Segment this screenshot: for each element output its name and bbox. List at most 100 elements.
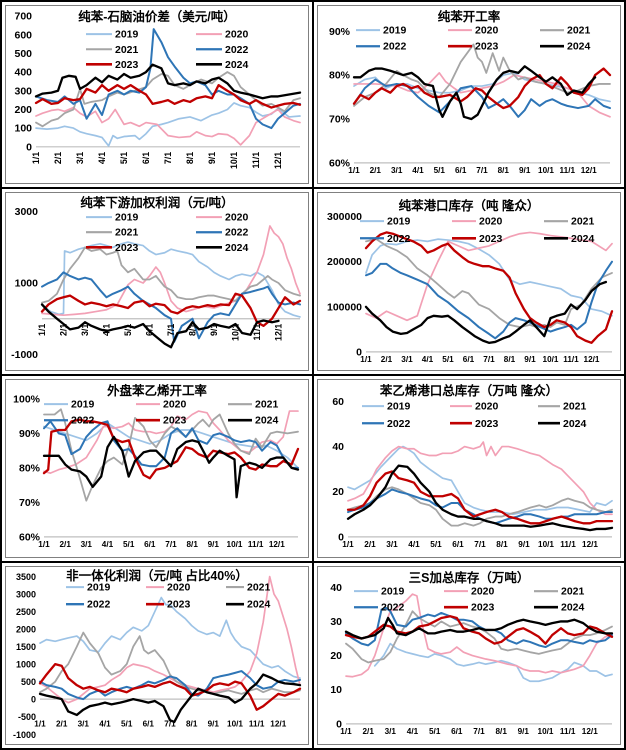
series-line-2020 bbox=[43, 410, 299, 474]
legend-label-2020: 2020 bbox=[225, 29, 248, 41]
x-axis-tick-label: 1/1 bbox=[342, 540, 354, 549]
y-axis-tick-label: 700 bbox=[15, 11, 33, 23]
series-line-2024 bbox=[346, 464, 614, 532]
x-axis-tick-label: 1/1 bbox=[340, 727, 352, 736]
x-axis-tick-label: 7/1 bbox=[483, 355, 495, 364]
x-axis-tick-label: 12/1 bbox=[273, 152, 283, 169]
x-axis-tick-label: 10/1 bbox=[543, 355, 559, 364]
x-axis-tick-label: 4/1 bbox=[102, 324, 112, 336]
series-line-2023 bbox=[352, 67, 612, 110]
x-axis-tick-label: 8/1 bbox=[498, 166, 510, 175]
x-axis-tick-label: 10/1 bbox=[538, 540, 554, 549]
y-axis-tick-label: 2500 bbox=[16, 607, 36, 617]
x-axis-tick-label: 7/1 bbox=[474, 540, 486, 549]
series-line-2022 bbox=[353, 78, 611, 118]
series-line-2024 bbox=[42, 435, 300, 499]
x-axis-tick-label: 12/1 bbox=[270, 720, 286, 729]
series-line-2021 bbox=[41, 246, 301, 304]
x-axis-tick-label: 12/1 bbox=[581, 166, 597, 175]
chart-panel-styrene-port-inventory: 0 20 40 60 1/1 2/1 3/1 4/1 5/1 6/1 7/1 8/1 9/1 10/1 11… bbox=[317, 379, 621, 558]
x-axis-tick-label: 1/1 bbox=[37, 324, 47, 336]
legend-label-2022: 2022 bbox=[381, 602, 404, 614]
series-line-2024 bbox=[38, 673, 302, 724]
x-axis-tick-label: 1/1 bbox=[348, 166, 360, 175]
series-line-2023 bbox=[364, 231, 614, 345]
chart-panel-non-integrated-profit: -1000 -500 0 500 1000 1500 2000 2500 3000 3500 1/1… bbox=[5, 566, 309, 745]
y-axis-tick-label: 0 bbox=[338, 531, 344, 543]
y-axis-tick-label: 90% bbox=[329, 26, 351, 38]
grid-cell: 0 20 40 60 1/1 2/1 3/1 4/1 5/1 6/1 7/1 8/1 9/1 10/1 11… bbox=[314, 376, 624, 561]
chart-title: 苯乙烯港口总库存（万吨 隆众） bbox=[379, 383, 558, 398]
legend-label-2022: 2022 bbox=[383, 41, 406, 53]
series-line-2020 bbox=[345, 593, 613, 678]
x-axis-tick-label: 5/1 bbox=[121, 720, 133, 729]
x-axis-tick-label: 7/1 bbox=[165, 540, 177, 549]
y-axis-tick-label: 0 bbox=[336, 718, 342, 730]
x-axis-tick-label: 11/1 bbox=[560, 166, 576, 175]
x-axis-tick-label: 6/1 bbox=[451, 727, 463, 736]
legend-label-2024: 2024 bbox=[571, 233, 594, 245]
legend-label-2020: 2020 bbox=[475, 25, 498, 37]
chart-canvas-non-integrated-profit: -1000 -500 0 500 1000 1500 2000 2500 3000 3500 1/1… bbox=[13, 568, 302, 740]
series-line-2021 bbox=[347, 486, 613, 527]
x-axis-tick-label: 7/1 bbox=[473, 727, 485, 736]
legend-label-2024: 2024 bbox=[225, 242, 248, 254]
x-axis-tick-label: 11/1 bbox=[251, 152, 261, 169]
legend-label-2022: 2022 bbox=[87, 599, 110, 611]
legend-label-2021: 2021 bbox=[115, 44, 138, 56]
x-axis-tick-label: 2/1 bbox=[381, 355, 393, 364]
x-axis-tick-label: 5/1 bbox=[123, 324, 133, 336]
series-line-2023 bbox=[42, 418, 300, 480]
series-line-2023 bbox=[346, 470, 614, 525]
legend-label-2023: 2023 bbox=[471, 602, 494, 614]
x-axis-tick-label: 10/1 bbox=[227, 720, 243, 729]
y-axis-tick-label: 300 bbox=[15, 85, 33, 97]
chart-panel-external-styrene-operating-rate: 60% 70% 80% 90% 100% 1/1 2/1 3/1 4/1 5/1 6/1 7/1 8/1… bbox=[5, 379, 309, 558]
chart-title: 纯苯-石脑油价差（美元/吨） bbox=[78, 9, 235, 24]
y-axis-tick-label: -1000 bbox=[11, 349, 38, 361]
x-axis-tick-label: 5/1 bbox=[430, 540, 442, 549]
x-axis-tick-label: 7/1 bbox=[476, 166, 488, 175]
x-axis-tick-label: 7/1 bbox=[166, 324, 176, 336]
y-axis-tick-label: 100000 bbox=[327, 301, 362, 313]
y-axis-tick-label: 20 bbox=[332, 486, 344, 498]
x-axis-tick-label: 6/1 bbox=[455, 166, 467, 175]
legend-label-2021: 2021 bbox=[255, 399, 278, 411]
x-axis-tick-label: 12/1 bbox=[582, 727, 598, 736]
y-axis-tick-label: 200 bbox=[15, 104, 33, 116]
series-line-2023 bbox=[38, 662, 302, 711]
x-axis-tick-label: 3/1 bbox=[78, 720, 90, 729]
y-axis-tick-label: 500 bbox=[21, 677, 36, 687]
chart-title: 纯苯开工率 bbox=[438, 9, 501, 24]
x-axis-tick-label: 4/1 bbox=[412, 166, 424, 175]
y-axis-tick-label: 60% bbox=[19, 531, 41, 543]
chart-panel-benzene-port-inventory: 0 100000 200000 300000 1/1 2/1 3/1 4/1 5/1 6/1 7/1… bbox=[317, 192, 621, 371]
grid-cell: 0 10 20 30 40 1/1 2/1 3/1 4/1 5/1 6/1 7/1 8/1 9/1 10/1… bbox=[314, 563, 624, 748]
legend-label-2023: 2023 bbox=[475, 418, 498, 430]
x-axis-tick-label: 5/1 bbox=[119, 152, 129, 164]
x-axis-tick-label: 9/1 bbox=[207, 152, 217, 164]
legend-label-2023: 2023 bbox=[479, 233, 502, 245]
y-axis-tick-label: 3000 bbox=[15, 206, 38, 218]
x-axis-tick-label: 6/1 bbox=[145, 324, 155, 336]
x-axis-tick-label: 8/1 bbox=[496, 540, 508, 549]
grid-cell: -1000 -500 0 500 1000 1500 2000 2500 3000 3500 1/1… bbox=[2, 563, 312, 748]
chart-canvas-downstream-weighted-profit: 3000 1000 -1000 1/1 2/1 3/1 4/1 5/1 6/1 7/1 8/1 9/1… bbox=[11, 195, 302, 361]
x-axis-tick-label: 3/1 bbox=[81, 540, 93, 549]
y-axis-tick-label: 3000 bbox=[16, 590, 36, 600]
x-axis-tick-label: 10/1 bbox=[229, 152, 239, 169]
grid-cell: 0 100 200 300 400 500 600 700 1/1 2/1 3/1 4/1 5/1 6/1… bbox=[2, 2, 312, 187]
series-line-2022 bbox=[39, 670, 301, 701]
x-axis-tick-label: 11/1 bbox=[560, 727, 576, 736]
y-axis-tick-label: -500 bbox=[18, 712, 36, 722]
x-axis-tick-label: 11/1 bbox=[563, 355, 579, 364]
legend-label-2019: 2019 bbox=[381, 586, 404, 598]
x-axis-tick-label: 8/1 bbox=[504, 355, 516, 364]
x-axis-tick-label: 2/1 bbox=[370, 166, 382, 175]
legend-label-2020: 2020 bbox=[225, 212, 248, 224]
series-line-2022 bbox=[43, 420, 299, 469]
x-axis-tick-label: 2/1 bbox=[362, 727, 374, 736]
series-line-2024 bbox=[364, 280, 608, 345]
x-axis-tick-label: 1/1 bbox=[34, 720, 46, 729]
chart-panel-3s-total-inventory: 0 10 20 30 40 1/1 2/1 3/1 4/1 5/1 6/1 7/1 8/1 9/1 10/1… bbox=[317, 566, 621, 745]
